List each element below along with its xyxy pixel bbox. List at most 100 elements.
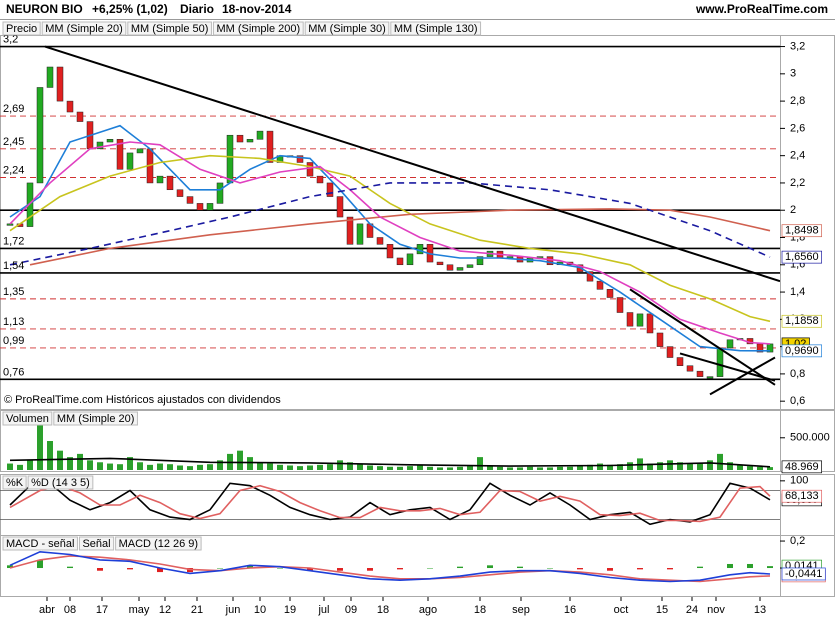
bar (577, 568, 583, 570)
x-tick-label: 24 (686, 604, 698, 616)
bar (607, 464, 613, 470)
bar (537, 467, 543, 470)
x-tick-label: 18 (474, 604, 486, 616)
bar (727, 563, 733, 569)
bar (347, 462, 353, 470)
bar (157, 568, 163, 573)
bar (487, 565, 493, 569)
bar (207, 464, 213, 470)
bar (167, 464, 173, 470)
legend-label: MACD (12 26 9) (119, 538, 198, 550)
bar (257, 462, 263, 470)
end-label: -0,0441 (785, 568, 822, 580)
legend-box (390, 21, 482, 36)
end-label-box (781, 567, 826, 581)
legend-label: Volumen (6, 413, 49, 425)
legend-box (2, 475, 27, 490)
candle (386, 244, 394, 259)
legend-item: MM (Simple 50) (127, 21, 212, 36)
bar (57, 450, 63, 470)
legend-label: MM (Simple 200) (216, 23, 300, 35)
candle (226, 134, 234, 184)
bar (397, 466, 403, 470)
legend-box (127, 21, 212, 36)
bar (107, 463, 113, 470)
legend-label: MM (Simple 30) (308, 23, 386, 35)
bar (687, 463, 693, 470)
y-tick-label: 3,2 (790, 40, 805, 52)
bar (97, 462, 103, 470)
legend-item: %D (14 3 5) (27, 475, 94, 490)
bar (747, 563, 753, 569)
y-tick-label: 2,6 (790, 122, 805, 134)
series-line (9, 124, 771, 352)
candle (186, 196, 194, 204)
candle (196, 203, 204, 211)
bar (137, 462, 143, 470)
bar (547, 467, 553, 470)
legend-item: MACD (12 26 9) (115, 536, 202, 551)
end-label: 1,6560 (785, 251, 819, 263)
bar (277, 568, 283, 569)
bar (157, 463, 163, 470)
bar (577, 466, 583, 470)
bar (87, 460, 93, 470)
level-label: 1,35 (3, 286, 24, 298)
candle (156, 175, 164, 184)
end-label-box (781, 489, 823, 503)
source: www.ProRealTime.com (695, 2, 828, 16)
end-label-box (781, 460, 823, 474)
candle (466, 264, 474, 268)
plot-area (0, 482, 780, 526)
candle (116, 139, 124, 170)
candle (216, 182, 224, 204)
x-tick-label: oct (614, 604, 629, 616)
bar (657, 462, 663, 470)
candle (6, 223, 14, 226)
bar (147, 464, 153, 470)
bar (707, 460, 713, 470)
level-label: 0,99 (3, 335, 24, 347)
x-tick-label: 21 (191, 604, 203, 616)
legend-item: MM (Simple 20) (41, 21, 127, 36)
y-tick-label: 2,4 (790, 150, 805, 162)
level-label: 1,54 (3, 260, 24, 272)
candle (606, 289, 614, 298)
level-label: 2,24 (3, 164, 24, 176)
legend-box (212, 21, 304, 36)
end-label: 0,9690 (785, 345, 819, 357)
level-label: 2,45 (3, 136, 24, 148)
legend-item: MACD - señal (2, 536, 78, 551)
candle (326, 182, 334, 197)
bar (517, 566, 523, 569)
legend-label: MACD - señal (6, 538, 74, 550)
bar (327, 464, 333, 470)
candle (136, 148, 144, 154)
bar (37, 424, 43, 470)
bar (277, 464, 283, 470)
candle (106, 139, 114, 143)
legend-box (27, 475, 94, 490)
bar (317, 464, 323, 470)
bar (547, 568, 553, 569)
end-label: 1,8498 (785, 225, 819, 237)
x-tick-label: 13 (754, 604, 766, 616)
bar (747, 466, 753, 470)
series-line (9, 141, 771, 345)
legend-label: %K (6, 477, 24, 489)
y-tick-label: 2,2 (790, 177, 805, 189)
bar (307, 568, 313, 571)
bar (367, 465, 373, 470)
y-tick-label: 2 (790, 204, 796, 216)
candle (336, 196, 344, 218)
bar (767, 467, 773, 470)
candle (166, 175, 174, 191)
level-label: 3,2 (3, 33, 18, 45)
bar (127, 457, 133, 470)
end-label: 48.969 (785, 461, 819, 473)
candle (596, 280, 604, 290)
level-label: 0,76 (3, 366, 24, 378)
end-label-box (781, 224, 823, 238)
candle (436, 261, 444, 266)
